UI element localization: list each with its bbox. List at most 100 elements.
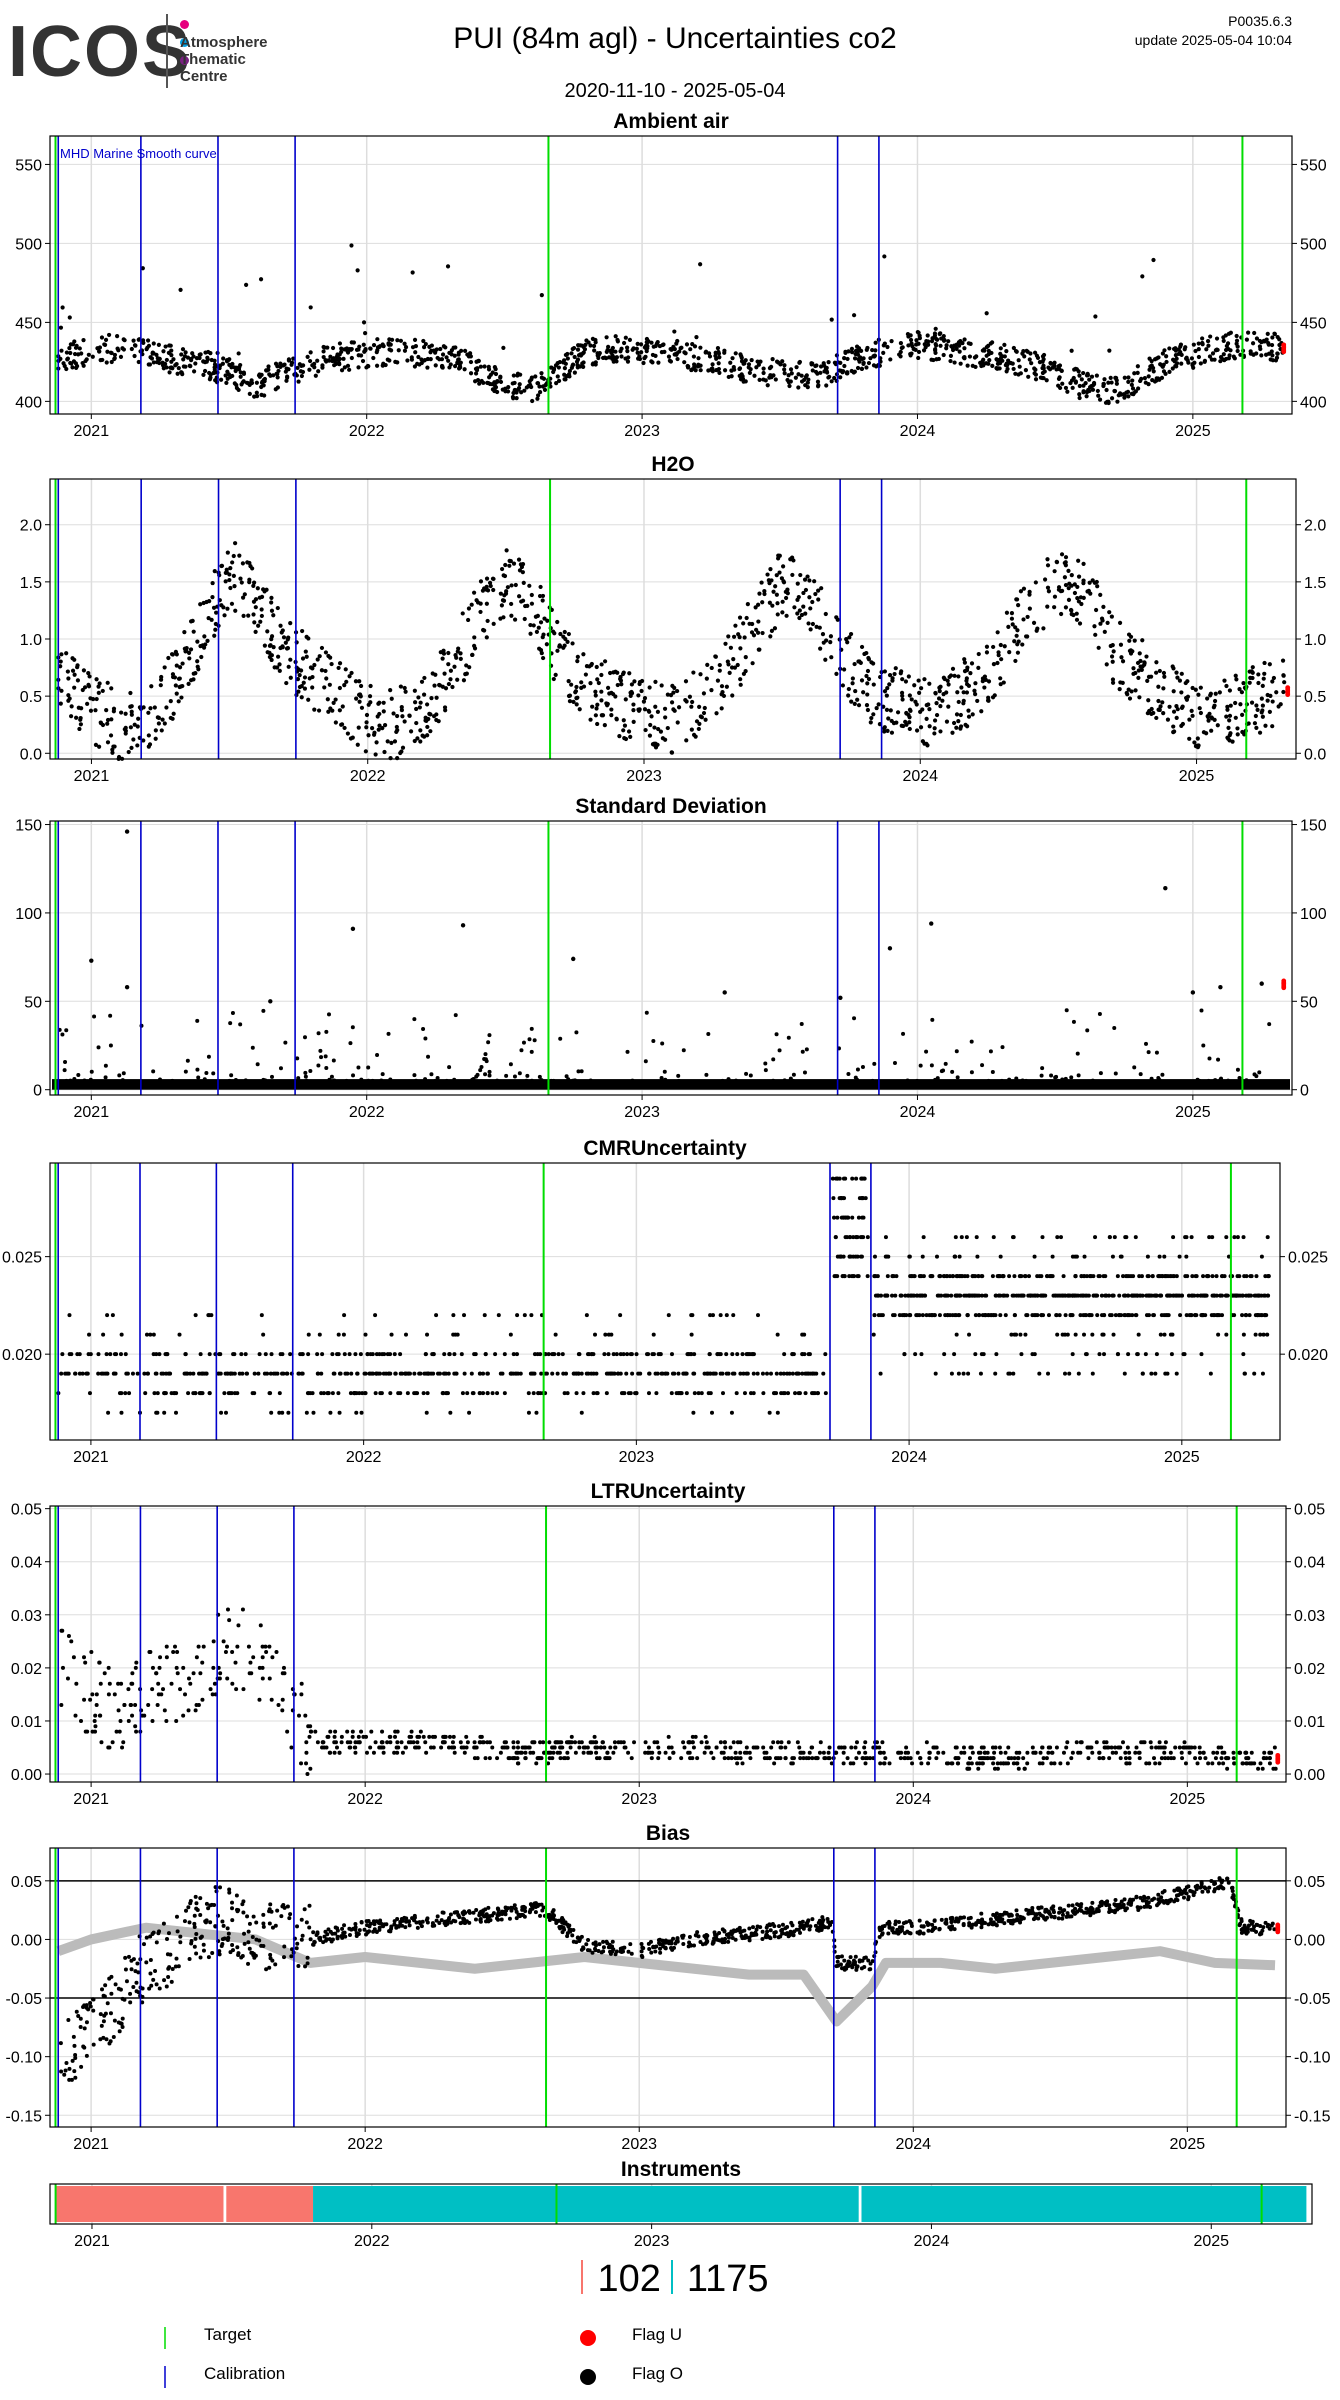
data-point (1183, 680, 1188, 686)
data-point (1129, 689, 1134, 694)
data-point (1227, 688, 1232, 693)
data-point (592, 1734, 597, 1739)
data-point (802, 1070, 807, 1075)
data-point (1009, 616, 1015, 621)
data-point (308, 358, 313, 364)
data-point (574, 1030, 579, 1035)
data-point (126, 1718, 131, 1723)
data-point (519, 1048, 524, 1053)
data-point (374, 1371, 379, 1376)
data-point (864, 702, 870, 708)
data-point (1023, 368, 1028, 373)
data-point (625, 359, 631, 364)
data-point (859, 1176, 864, 1181)
data-point (781, 580, 787, 585)
data-point (969, 661, 975, 666)
data-point (80, 360, 85, 366)
data-point (621, 340, 627, 346)
data-point (618, 1352, 623, 1357)
data-point (1219, 1076, 1224, 1081)
panel-frame (49, 135, 1293, 415)
data-point (119, 710, 124, 715)
data-point (807, 595, 812, 600)
data-point (1146, 374, 1151, 379)
data-point (110, 1313, 115, 1318)
data-point (829, 1761, 834, 1766)
data-point (767, 366, 773, 371)
data-point (690, 342, 695, 347)
data-point (86, 352, 91, 357)
data-point (540, 384, 545, 389)
data-point (336, 1332, 341, 1337)
data-point (685, 363, 690, 369)
data-point (581, 364, 586, 369)
data-point (68, 1078, 73, 1083)
data-point (367, 694, 373, 699)
data-point (1254, 336, 1260, 341)
data-point (1241, 1352, 1246, 1357)
data-point (841, 1176, 846, 1181)
data-point (330, 345, 336, 351)
data-point (576, 1371, 581, 1376)
data-point (944, 1293, 949, 1298)
data-point (453, 653, 458, 658)
data-point (461, 678, 467, 683)
data-point (727, 670, 732, 676)
data-point (629, 1352, 634, 1357)
data-point (455, 677, 460, 682)
data-point (986, 1313, 991, 1318)
data-point (830, 1176, 835, 1181)
data-point (885, 686, 890, 691)
data-point (209, 1313, 214, 1318)
data-point (366, 1078, 371, 1083)
data-point (1066, 568, 1071, 573)
data-point (479, 378, 484, 384)
data-point (261, 1332, 266, 1337)
data-point (429, 1371, 434, 1376)
data-point (1037, 1371, 1042, 1376)
data-point (182, 354, 188, 359)
data-point (1261, 676, 1266, 681)
data-point (581, 652, 586, 657)
data-point (1104, 662, 1109, 667)
data-point (780, 599, 785, 604)
data-point (885, 728, 890, 733)
data-point (170, 1078, 175, 1083)
data-point (1226, 1078, 1231, 1083)
data-point (539, 1371, 544, 1376)
data-point (462, 1313, 467, 1318)
data-point (1012, 1756, 1017, 1761)
data-point (1225, 704, 1230, 709)
data-point (882, 725, 887, 730)
data-point (1063, 1293, 1068, 1298)
data-point (422, 675, 427, 681)
data-point (893, 1293, 898, 1298)
data-point (990, 340, 995, 345)
data-point (124, 984, 130, 990)
data-point (472, 635, 477, 640)
data-point (665, 692, 670, 697)
data-point (463, 672, 468, 677)
data-point (275, 385, 280, 390)
data-point (1094, 1740, 1099, 1745)
data-point (518, 1371, 523, 1376)
data-point (636, 1371, 641, 1376)
data-point (1247, 1313, 1252, 1318)
data-point (512, 1756, 517, 1761)
data-point (593, 689, 598, 694)
data-point (112, 1692, 117, 1697)
data-point (308, 1766, 313, 1771)
data-point (1069, 348, 1074, 353)
data-point (336, 352, 341, 358)
data-point (516, 557, 522, 562)
data-point (922, 342, 927, 347)
data-point (389, 1332, 394, 1337)
data-point (415, 736, 420, 741)
data-point (572, 1078, 577, 1083)
data-point (241, 370, 246, 375)
data-point (735, 662, 740, 668)
data-point (458, 656, 463, 662)
data-point (872, 1254, 877, 1259)
data-point (1171, 1756, 1176, 1761)
data-point (467, 665, 472, 670)
